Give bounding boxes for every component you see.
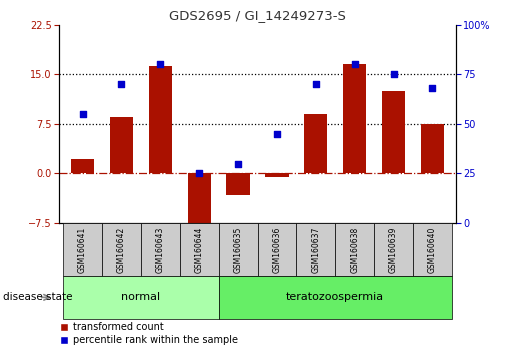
Point [389, 72, 398, 77]
Bar [343, 64, 366, 173]
Point [195, 171, 203, 176]
Text: GSM160639: GSM160639 [389, 226, 398, 273]
Bar [374, 223, 413, 276]
Point [273, 131, 281, 137]
Legend: transformed count, percentile rank within the sample: transformed count, percentile rank withi… [56, 319, 242, 349]
Text: GSM160638: GSM160638 [350, 227, 359, 273]
Bar [258, 223, 296, 276]
Title: GDS2695 / GI_14249273-S: GDS2695 / GI_14249273-S [169, 9, 346, 22]
Point [351, 62, 359, 67]
Text: GSM160643: GSM160643 [156, 226, 165, 273]
Bar [219, 223, 258, 276]
Bar [180, 223, 219, 276]
Bar [296, 223, 335, 276]
Bar [304, 114, 328, 173]
Text: GSM160636: GSM160636 [272, 226, 281, 273]
Bar [219, 276, 452, 319]
Bar [265, 173, 288, 177]
Point [156, 62, 164, 67]
Text: GSM160641: GSM160641 [78, 227, 87, 273]
Bar [187, 173, 211, 230]
Bar [141, 223, 180, 276]
Text: GSM160644: GSM160644 [195, 226, 204, 273]
Text: GSM160640: GSM160640 [428, 226, 437, 273]
Bar [421, 124, 444, 173]
Bar [71, 159, 94, 173]
Text: disease state: disease state [3, 292, 72, 302]
Point [312, 81, 320, 87]
Text: GSM160642: GSM160642 [117, 227, 126, 273]
Text: GSM160635: GSM160635 [234, 226, 243, 273]
Bar [63, 223, 102, 276]
Point [78, 111, 87, 117]
Text: teratozoospermia: teratozoospermia [286, 292, 384, 302]
Bar [102, 223, 141, 276]
Bar [110, 117, 133, 173]
Point [234, 161, 242, 166]
Bar [63, 276, 219, 319]
Bar [382, 91, 405, 173]
Point [117, 81, 126, 87]
Bar [413, 223, 452, 276]
Text: GSM160637: GSM160637 [311, 226, 320, 273]
Point [428, 85, 437, 91]
Bar [149, 67, 172, 173]
Bar [227, 173, 250, 195]
Bar [335, 223, 374, 276]
Text: normal: normal [122, 292, 161, 302]
